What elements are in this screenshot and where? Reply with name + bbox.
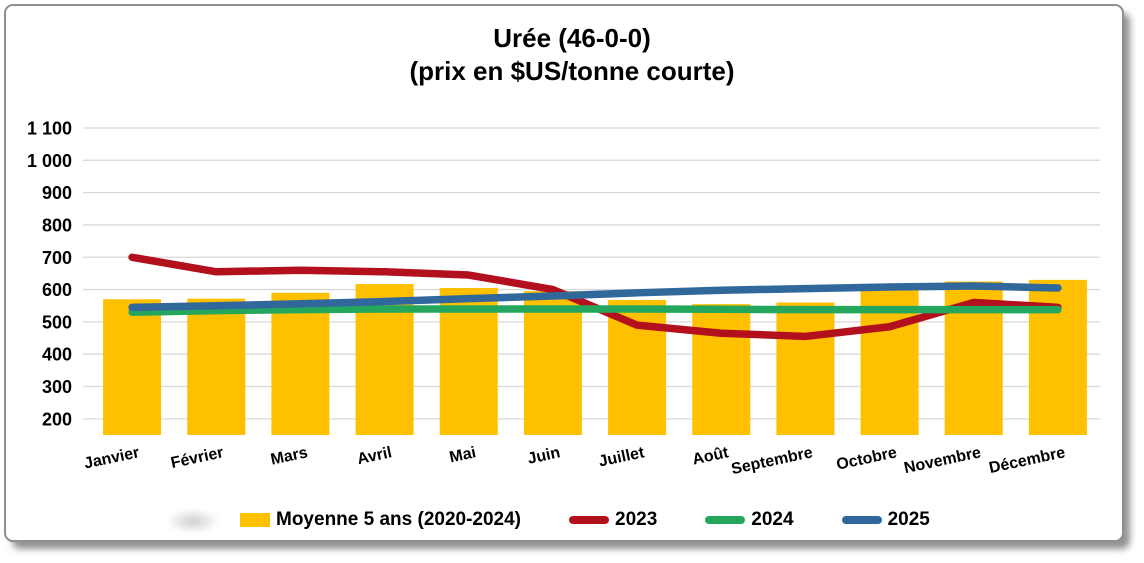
legend-item-2024: 2024: [705, 509, 794, 531]
x-axis-label-Janvier: Janvier: [83, 444, 141, 472]
x-axis-label-Juin: Juin: [526, 444, 562, 467]
y-axis-label: 400: [42, 345, 72, 365]
bar-Janvier: [103, 299, 162, 435]
line-series-2024: [128, 305, 1062, 316]
chart-card: [4, 4, 1124, 542]
legend-item-2025: 2025: [841, 509, 930, 531]
y-axis-label: 900: [42, 183, 72, 203]
legend-item-2023: 2023: [569, 509, 657, 531]
smudge-artifact: [166, 508, 220, 534]
bar-Février: [187, 298, 246, 435]
bar-Mars: [271, 292, 330, 435]
x-axis-label-Septembre: Septembre: [730, 444, 815, 478]
chart-title: Urée (46-0-0) (prix en $US/tonne courte): [0, 22, 1144, 88]
bar-Octobre: [860, 289, 919, 435]
y-axis-label: 300: [42, 377, 72, 397]
bar-Août: [692, 304, 751, 435]
x-axis-label-Mai: Mai: [448, 444, 478, 466]
chart-legend: Moyenne 5 ans (2020-2024) 2023 2024 2025: [240, 506, 930, 534]
legend-label: 2025: [887, 509, 930, 530]
legend-item-Moyenne 5 ans (2020-2024): Moyenne 5 ans (2020-2024): [240, 509, 521, 531]
y-axis-label: 800: [42, 215, 72, 235]
x-axis-label-Février: Février: [169, 444, 225, 472]
y-axis-label: 200: [42, 409, 72, 429]
x-axis-label-Avril: Avril: [356, 444, 394, 468]
legend-label: 2024: [751, 509, 794, 530]
chart-title-line1: Urée (46-0-0): [493, 23, 651, 53]
legend-swatch-line: [841, 516, 882, 524]
legend-swatch-line: [705, 516, 746, 524]
bar-Juin: [523, 291, 582, 435]
legend-label: Moyenne 5 ans (2020-2024): [276, 509, 522, 530]
x-axis-label-Décembre: Décembre: [988, 444, 1067, 477]
x-axis-label-Octobre: Octobre: [835, 444, 899, 473]
y-axis-label: 600: [42, 280, 72, 300]
legend-label: 2023: [615, 509, 658, 530]
line-series-2025: [128, 282, 1062, 312]
y-axis-label: 1 000: [27, 151, 72, 171]
legend-swatch-bar: [240, 513, 270, 527]
x-axis-label-Mars: Mars: [269, 444, 309, 468]
y-axis-label: 500: [42, 312, 72, 332]
bar-Septembre: [776, 302, 835, 435]
x-axis-label-Novembre: Novembre: [903, 444, 983, 477]
chart-title-line2: (prix en $US/tonne courte): [409, 56, 735, 86]
y-axis-label: 1 100: [27, 119, 72, 139]
legend-swatch-line: [569, 516, 610, 524]
x-axis-label-Juillet: Juillet: [597, 444, 646, 470]
y-axis-label: 700: [42, 248, 72, 268]
x-axis-label-Août: Août: [691, 444, 731, 468]
